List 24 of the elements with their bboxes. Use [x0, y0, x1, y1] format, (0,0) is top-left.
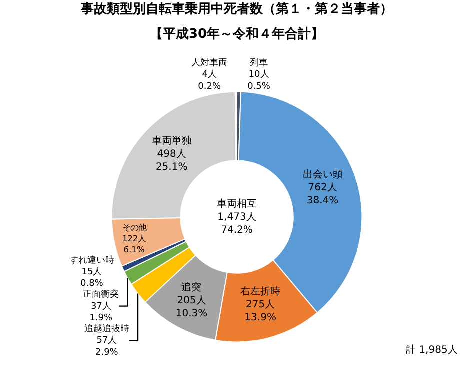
data-label: 122人 6.1% [122, 234, 146, 254]
data-label: 498人 25.1% [156, 148, 188, 173]
slice-label: 出会い頭 [302, 168, 343, 180]
text: 車両相互 1,473人 74.2% [217, 198, 257, 236]
slice-label: 追突 [182, 281, 202, 294]
data-label: 762人 38.4% [306, 182, 339, 206]
data-label: 4人 0.2% [198, 69, 222, 92]
data-label: 205人 10.3% [176, 295, 208, 320]
slice-label: すれ違い時 [70, 254, 114, 266]
slice-label: 車両単独 [152, 134, 192, 147]
slice-label: 正面衝突 [83, 289, 120, 300]
slice-label: その他 [122, 222, 146, 233]
slice-label: 列車 [250, 57, 268, 68]
data-label: 57人 2.9% [95, 335, 119, 358]
data-label: 15人 0.8% [80, 266, 104, 290]
data-label: 10人 0.5% [248, 69, 271, 92]
slice-label: 人対車両 [192, 57, 228, 68]
slice-label: 右左折時 [240, 286, 281, 298]
data-label: 275人 13.9% [244, 300, 276, 324]
data-label: 37人 1.9% [90, 300, 114, 324]
chart-subtitle: 【平成30年～令和４年合計】 [150, 26, 324, 42]
chart-title: 事故類型別自転車乗用中死者数（第１・第２当事者） [80, 0, 393, 17]
slice-label: 追越追抜時 [84, 324, 130, 335]
text: 計 1,985人 [406, 344, 458, 356]
